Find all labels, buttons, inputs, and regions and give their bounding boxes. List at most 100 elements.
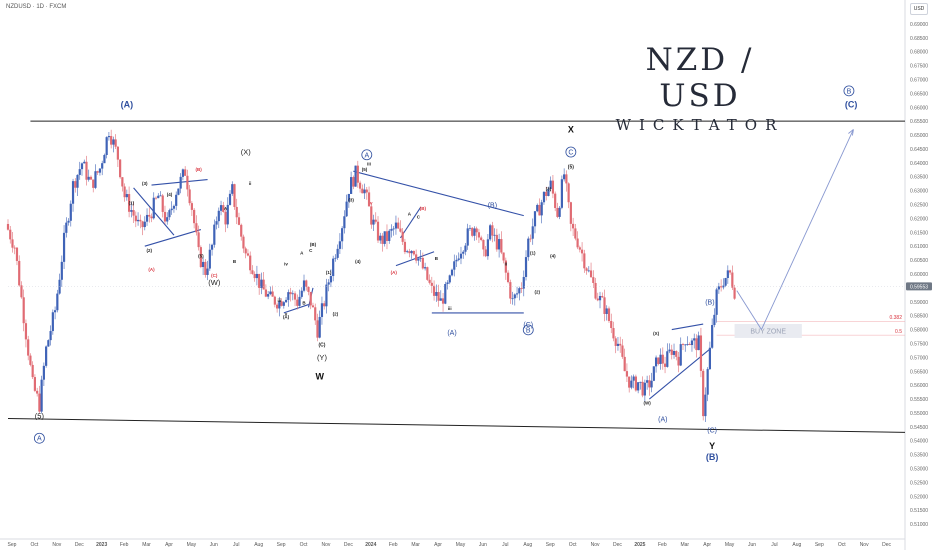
time-tick-label: Sep <box>8 542 17 548</box>
candle-body <box>540 202 543 216</box>
candle-body <box>134 215 137 222</box>
candle-body <box>713 314 716 326</box>
candle-body <box>323 303 326 307</box>
candle-body <box>397 222 400 229</box>
wave-label: (B) <box>488 202 497 209</box>
candle-body <box>706 369 709 395</box>
candle-body <box>704 394 707 417</box>
candle-body <box>585 268 588 271</box>
price-tick-label: 0.68500 <box>910 36 928 42</box>
candle-body <box>628 376 631 388</box>
wave-label: (1) <box>530 251 536 256</box>
candle-body <box>565 174 568 184</box>
candle-body <box>663 363 667 367</box>
time-tick-label: Jul <box>502 542 508 548</box>
candle-body <box>637 382 640 391</box>
price-tick-label: 0.67000 <box>910 77 928 83</box>
candle-body <box>244 248 247 254</box>
wave-label: W <box>315 372 324 382</box>
time-tick-label: Dec <box>75 542 84 548</box>
wave-label: C <box>309 248 313 253</box>
candle-body <box>289 292 292 295</box>
wave-label: (A) <box>447 330 456 337</box>
candle-body <box>459 253 463 259</box>
candle-body <box>538 204 541 216</box>
candle-body <box>242 236 245 249</box>
price-tick-label: 0.67500 <box>910 64 928 70</box>
candle-body <box>78 169 81 175</box>
candle-body <box>486 239 489 257</box>
candle-body <box>40 379 43 412</box>
candle-body <box>287 292 290 300</box>
candle-body <box>578 247 581 250</box>
price-tick-label: 0.51500 <box>910 508 928 514</box>
candle-body <box>403 241 407 253</box>
time-tick-label: Dec <box>613 542 622 548</box>
price-tick-label: 0.53500 <box>910 453 928 459</box>
candle-body <box>453 261 456 270</box>
candle-body <box>370 206 373 225</box>
wave-label: ii <box>249 181 252 186</box>
candle-body <box>332 258 335 277</box>
candle-body <box>222 205 225 212</box>
candle-body <box>621 345 624 357</box>
price-tick-label: 0.54500 <box>910 425 928 431</box>
symbol-line: NZDUSD · 1D · FXCM <box>6 4 67 10</box>
buy-zone-label: BUY ZONE <box>750 328 786 335</box>
wave-label: v <box>285 312 288 317</box>
candle-body <box>419 257 422 259</box>
candle-body <box>376 221 380 241</box>
candle-body <box>675 351 678 357</box>
candle-body <box>679 344 682 366</box>
candle-body <box>504 260 507 273</box>
candle-body <box>320 303 324 317</box>
wave-label: B <box>847 88 852 95</box>
brand-pair: NZD / USD <box>645 42 755 114</box>
candle-body <box>596 298 599 301</box>
candle-body <box>572 223 575 229</box>
candle-body <box>67 220 70 223</box>
wave-label: A <box>364 152 369 159</box>
time-tick-label: Jun <box>479 542 487 548</box>
wave-label: (C) <box>318 342 325 348</box>
wave-label: (5) <box>568 164 574 170</box>
candle-body <box>29 355 32 365</box>
price-tick-label: 0.56500 <box>910 369 928 375</box>
price-tick-label: 0.57000 <box>910 355 928 361</box>
candle-body <box>24 323 28 340</box>
wave-label: v <box>370 201 373 206</box>
candle-body <box>157 195 160 199</box>
currency-badge[interactable]: USD <box>910 3 928 15</box>
candle-body <box>329 276 333 283</box>
candle-body <box>51 312 54 332</box>
time-tick-label: May <box>725 542 735 548</box>
price-tick-label: 0.66000 <box>910 105 928 111</box>
trendline <box>649 348 711 400</box>
candle-body <box>711 325 714 348</box>
price-tick-label: 0.52500 <box>910 480 928 486</box>
wave-label: B <box>233 259 237 264</box>
wave-label: (4) <box>550 253 556 258</box>
candle-body <box>231 184 234 194</box>
wave-label: (Y) <box>317 353 328 362</box>
projection-path <box>736 290 762 330</box>
candle-body <box>659 354 662 364</box>
candle-body <box>726 270 729 279</box>
wave-label: (3) <box>142 181 148 186</box>
candle-body <box>170 208 173 211</box>
candle-body <box>356 165 359 183</box>
wave-label: (X) <box>241 148 252 157</box>
candle-body <box>269 291 272 295</box>
candle-body <box>258 273 261 288</box>
wave-label-ring <box>361 149 373 161</box>
candle-body <box>305 280 308 287</box>
time-tick-label: Aug <box>792 542 801 548</box>
candle-body <box>358 182 362 189</box>
candle-body <box>31 364 34 378</box>
time-tick-label: Oct <box>31 542 39 548</box>
price-tick-label: 0.61000 <box>910 244 928 250</box>
candle-body <box>18 260 21 286</box>
candle-body <box>554 193 557 209</box>
candle-body <box>513 294 516 299</box>
candle-body <box>441 298 445 304</box>
